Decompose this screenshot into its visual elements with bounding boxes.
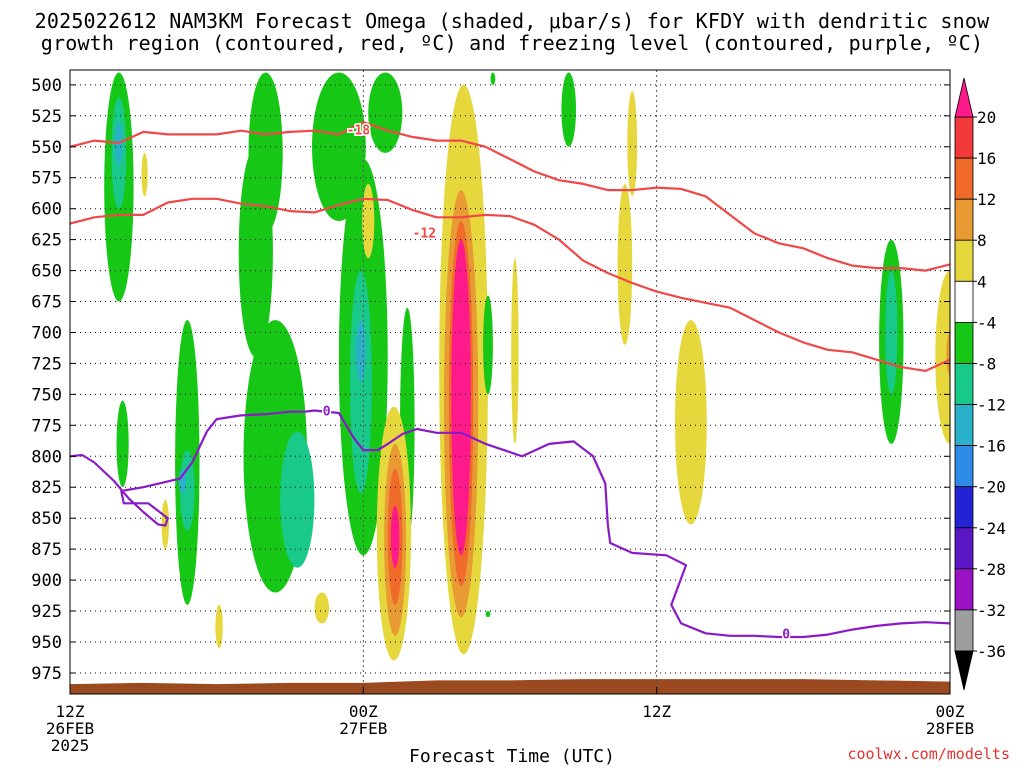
omega-region-sinking-8 — [116, 400, 129, 488]
colorbar-tick-label: -4 — [977, 313, 996, 332]
colorbar-tick-label: 8 — [977, 231, 987, 250]
colorbar-swatch — [954, 609, 974, 652]
colorbar-swatch — [954, 363, 974, 405]
y-tick-label: 925 — [31, 602, 62, 622]
y-tick-label: 850 — [31, 509, 62, 529]
y-tick-label: 775 — [31, 416, 62, 436]
contours: -18 -12 0 0 — [70, 120, 950, 644]
omega-region-sinking-8 — [238, 146, 273, 358]
colorbar-tick-label: -16 — [977, 437, 1006, 456]
y-tick-label: 575 — [31, 169, 62, 189]
y-tick-label: 625 — [31, 231, 62, 251]
plot-background — [70, 70, 950, 694]
y-tick-label: 875 — [31, 540, 62, 560]
omega-region-sinking-8 — [561, 72, 576, 147]
colorbar-bottom-arrow — [954, 650, 974, 691]
omega-region-rising-8 — [617, 183, 633, 345]
colorbar-tick-label: 20 — [977, 108, 996, 127]
site-credit: coolwx.com/modelts — [847, 745, 1010, 763]
y-tick-label: 675 — [31, 293, 62, 313]
omega-region-sinking-8 — [485, 611, 491, 618]
omega-region-sinking-12 — [280, 431, 315, 568]
omega-region-sinking-8 — [483, 295, 493, 395]
omega-region-rising-20 — [390, 505, 400, 568]
omega-shading — [104, 72, 950, 661]
omega-region-rising-8 — [215, 604, 223, 649]
colorbar-tick-label: 12 — [977, 190, 996, 209]
plot-frame — [69, 69, 951, 695]
freezing-level-contour — [70, 409, 950, 639]
chart-title-line-2: growth region (contoured, red, ºC) and f… — [40, 31, 984, 55]
x-axis-title: Forecast Time (UTC) — [409, 746, 615, 767]
colorbar-tick-label: -28 — [977, 560, 1006, 579]
colorbar-swatch — [954, 280, 974, 323]
omega-region-rising-8 — [314, 592, 330, 624]
omega-region-rising-8 — [511, 258, 519, 444]
y-tick-label: 650 — [31, 262, 62, 282]
omega-region-rising-12 — [946, 332, 950, 376]
freezing-level-label: 0 — [782, 628, 790, 643]
x-tick-label: 12Z — [642, 702, 671, 721]
omega-region-sinking-8 — [490, 72, 496, 85]
colorbar-swatch — [954, 568, 974, 611]
x-tick-label: 00Z — [936, 702, 965, 721]
x-tick-label: 2025 — [51, 736, 90, 755]
colorbar-tick-label: 4 — [977, 272, 987, 291]
x-axis: 12Z26FEB202500Z27FEB12Z00Z28FEB12Z00Z1MA… — [46, 687, 974, 755]
omega-region-rising-8 — [362, 183, 375, 259]
y-tick-label: 725 — [31, 354, 62, 374]
colorbar-tick-label: -36 — [977, 642, 1006, 661]
y-tick-label: 950 — [31, 633, 62, 653]
colorbar-swatch — [954, 157, 974, 200]
y-tick-label: 800 — [31, 447, 62, 467]
colorbar-swatch — [954, 321, 974, 364]
colorbar-tick-label: -20 — [977, 478, 1006, 497]
colorbar-tick-label: -24 — [977, 519, 1006, 538]
colorbar-swatch — [954, 527, 974, 570]
colorbar-swatch — [954, 404, 974, 446]
colorbar-tick-label: -12 — [977, 396, 1006, 415]
colorbar-tick-label: -32 — [977, 601, 1006, 620]
y-tick-label: 525 — [31, 107, 62, 127]
chart-title-line-1: 2025022612 NAM3KM Forecast Omega (shaded… — [34, 9, 990, 33]
x-tick-label: 27FEB — [339, 719, 387, 738]
omega-region-rising-8 — [675, 320, 707, 525]
omega-region-sinking-16 — [356, 320, 366, 382]
y-tick-label: 550 — [31, 138, 62, 158]
y-tick-label: 975 — [31, 664, 62, 684]
colorbar-top-arrow — [954, 77, 974, 118]
y-tick-label: 900 — [31, 571, 62, 591]
dendritic-contour-label: -12 — [413, 226, 436, 241]
x-tick-label: 12Z — [56, 702, 85, 721]
x-tick-label: 26FEB — [46, 719, 94, 738]
omega-region-rising-20 — [451, 239, 471, 556]
colorbar-tick-label: -8 — [977, 355, 996, 374]
colorbar-swatch — [954, 239, 974, 282]
colorbar: 20 16 12 8 4 -4 -8 -12 -16 -20 -24 -28 -32 -36 — [954, 77, 1006, 691]
colorbar-swatch — [954, 486, 974, 529]
grid-lines — [70, 70, 950, 694]
omega-region-rising-8 — [141, 152, 148, 197]
y-axis: 500 525 550 575 600 625 650 675 700 725 750 775 800 8… — [31, 76, 950, 684]
dendritic-contour-minus12 — [70, 197, 950, 372]
y-tick-label: 750 — [31, 385, 62, 405]
terrain-layer — [70, 679, 950, 694]
y-tick-label: 500 — [31, 76, 62, 96]
colorbar-tick-label: 16 — [977, 149, 996, 168]
y-tick-label: 600 — [31, 200, 62, 220]
omega-region-rising-8 — [935, 270, 950, 444]
dendritic-contour-minus18 — [70, 120, 950, 272]
omega-region-rising-8 — [627, 91, 638, 197]
y-tick-label: 700 — [31, 324, 62, 344]
y-tick-label: 825 — [31, 478, 62, 498]
x-tick-label: 28FEB — [926, 719, 974, 738]
colorbar-swatch — [954, 198, 974, 241]
colorbar-swatch — [954, 116, 974, 159]
freezing-level-label: 0 — [323, 405, 331, 420]
dendritic-contour-label: -18 — [347, 124, 371, 139]
colorbar-swatch — [954, 445, 974, 488]
terrain-surface — [70, 679, 950, 694]
x-tick-label: 00Z — [349, 702, 378, 721]
